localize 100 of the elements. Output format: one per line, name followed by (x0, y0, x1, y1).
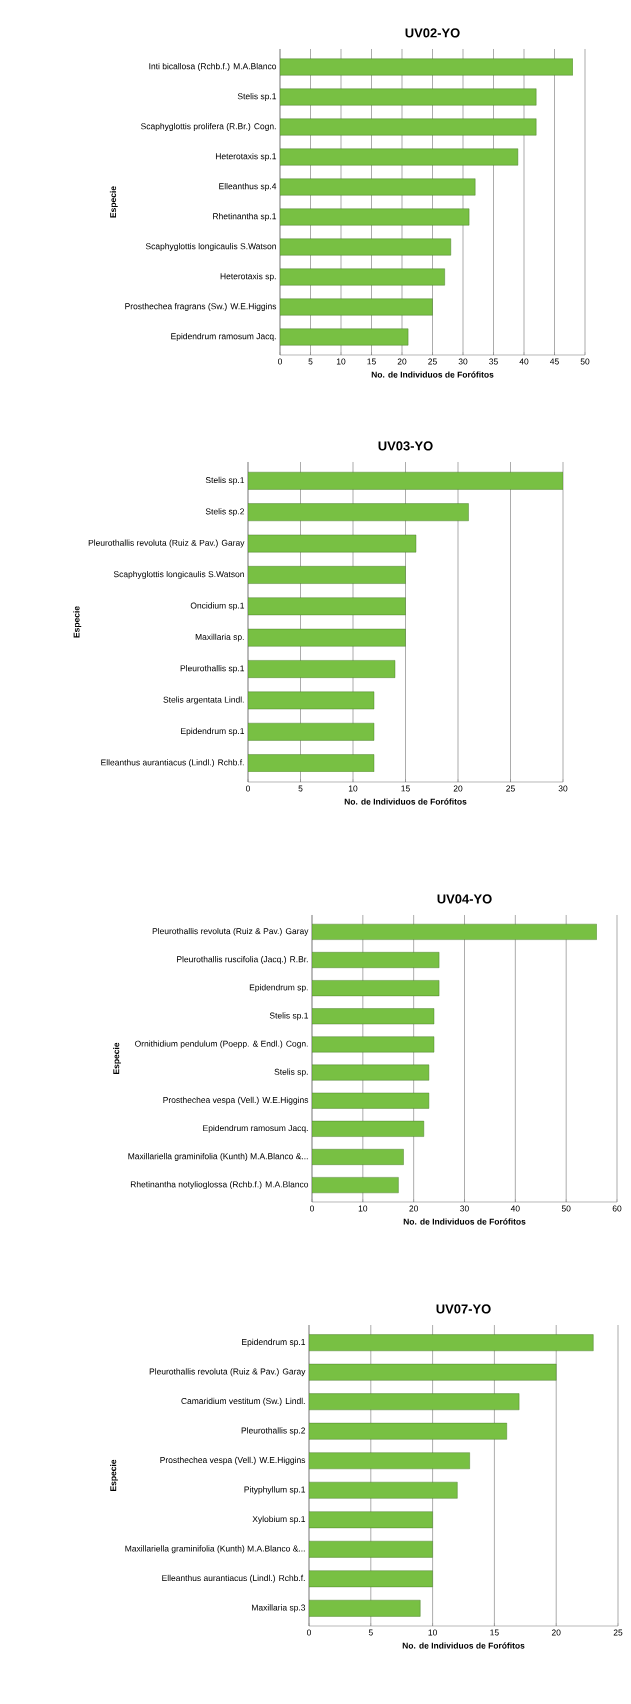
x-tick-label: 30 (460, 1205, 469, 1212)
x-tick-label: 5 (368, 1629, 373, 1636)
x-tick-label: 0 (277, 358, 283, 365)
bar (248, 471, 563, 490)
x-tick-label: 15 (490, 1629, 499, 1636)
bar (248, 722, 375, 741)
bar (309, 1363, 557, 1381)
chart-title: UV03-YO (378, 441, 433, 451)
x-tick-label: 30 (558, 785, 568, 792)
chart-title: UV07-YO (436, 1304, 491, 1314)
bar (312, 1036, 435, 1053)
bar (309, 1393, 520, 1411)
y-tick-label: Prosthechea vespa (Vell.) W.E.Higgins (160, 1456, 306, 1465)
bar (280, 118, 537, 136)
x-tick-label: 15 (367, 358, 376, 365)
y-tick-label: Epidendrum sp. (249, 984, 308, 993)
x-tick-label: 10 (348, 785, 358, 792)
y-tick-label: Epidendrum ramosum Jacq. (203, 1124, 308, 1133)
y-tick-label: Maxillariella graminifolia (Kunth) M.A.Blanco &... (125, 1545, 305, 1554)
x-tick-label: 25 (506, 785, 515, 792)
y-tick-label: Epidendrum ramosum Jacq. (171, 333, 276, 341)
x-tick-label: 10 (428, 1629, 437, 1636)
x-tick-label: 20 (397, 358, 407, 365)
x-tick-label: 45 (549, 358, 559, 365)
bar (248, 503, 469, 522)
bar (309, 1452, 470, 1470)
y-tick-label: Stelis sp. (274, 1068, 308, 1077)
bar (280, 238, 451, 256)
y-tick-label: Pityphyllum sp.1 (244, 1486, 306, 1495)
x-tick-label: 0 (309, 1205, 315, 1212)
y-axis-title: Especie (110, 1459, 118, 1491)
x-axis-title: No. de Individuos de Forófitos (402, 1642, 525, 1649)
y-tick-label: Epidendrum sp.1 (242, 1338, 306, 1347)
bar (280, 298, 433, 316)
x-tick-label: 20 (551, 1629, 561, 1636)
x-tick-label: 50 (580, 358, 590, 365)
y-tick-label: Stelis sp.1 (237, 93, 277, 101)
y-tick-label: Pleurothallis revoluta (Ruiz & Pav.) Garay (149, 1368, 306, 1377)
y-tick-label: Elleanthus sp.4 (219, 183, 277, 191)
y-axis-title: Especie (73, 606, 82, 638)
x-tick-label: 15 (401, 785, 410, 792)
bar (280, 88, 537, 106)
bar (280, 148, 519, 166)
y-tick-label: Prosthechea fragrans (Sw.) W.E.Higgins (125, 303, 277, 311)
bar (248, 534, 417, 553)
y-tick-label: Rhetinantha sp.1 (213, 213, 277, 221)
x-tick-label: 35 (489, 358, 498, 365)
bar (309, 1422, 507, 1440)
y-tick-label: Stelis sp.1 (205, 476, 245, 485)
x-tick-label: 50 (561, 1205, 571, 1212)
y-axis-title: Especie (109, 186, 118, 218)
y-tick-label: Prosthechea vespa (Vell.) W.E.Higgins (163, 1096, 309, 1105)
y-tick-label: Xylobium sp.1 (252, 1515, 306, 1524)
bar (248, 691, 375, 710)
x-tick-label: 0 (245, 785, 251, 792)
y-tick-label: Maxillaria sp.3 (252, 1604, 306, 1613)
y-tick-label: Maxillariella graminifolia (Kunth) M.A.Blanco &... (128, 1153, 308, 1161)
bar (309, 1570, 433, 1588)
y-tick-label: Heterotaxis sp. (220, 273, 276, 281)
x-axis-title: No. de Individuos de Forófitos (403, 1218, 526, 1225)
bar (280, 268, 445, 286)
chart-title: UV04-YO (437, 894, 492, 904)
x-axis-title: No. de Individuos de Forófitos (344, 798, 467, 805)
bar (312, 1064, 430, 1081)
y-tick-label: Heterotaxis sp.1 (215, 153, 277, 161)
y-tick-label: Inti bicallosa (Rchb.f.) M.A.Blanco (149, 63, 277, 71)
bar (309, 1481, 458, 1499)
x-tick-label: 20 (409, 1205, 419, 1212)
bar (280, 208, 470, 226)
x-tick-label: 25 (428, 358, 437, 365)
bar (309, 1599, 421, 1617)
y-tick-label: Stelis sp.2 (205, 508, 245, 517)
y-tick-label: Elleanthus aurantiacus (Lindl.) Rchb.f. (101, 759, 244, 768)
y-tick-label: Rhetinantha notylioglossa (Rchb.f.) M.A.Blanco (130, 1181, 309, 1190)
bar (248, 597, 406, 616)
y-tick-label: Ornithidium pendulum (Poepp. & Endl.) Cogn. (135, 1040, 308, 1049)
y-tick-label: Oncidium sp.1 (190, 602, 245, 611)
y-tick-label: Pleurothallis ruscifolia (Jacq.) R.Br. (177, 956, 308, 964)
y-tick-label: Scaphyglottis prolifera (R.Br.) Cogn. (141, 123, 276, 131)
y-tick-label: Scaphyglottis longicaulis S.Watson (145, 243, 276, 251)
bar (280, 178, 476, 196)
bar (309, 1511, 433, 1529)
x-tick-label: 20 (453, 785, 463, 792)
chart-title: UV02-YO (405, 28, 460, 38)
x-tick-label: 30 (458, 358, 468, 365)
y-tick-label: Stelis argentata Lindl. (163, 696, 244, 705)
y-tick-label: Camaridium vestitum (Sw.) Lindl. (181, 1397, 305, 1406)
y-tick-label: Epidendrum sp.1 (181, 727, 245, 736)
x-tick-label: 5 (298, 785, 303, 792)
bar (280, 58, 573, 76)
x-tick-label: 40 (510, 1205, 520, 1212)
x-tick-label: 60 (612, 1205, 622, 1212)
y-tick-label: Pleurothallis sp.2 (241, 1427, 306, 1436)
x-tick-label: 5 (308, 358, 313, 365)
y-tick-label: Scaphyglottis longicaulis S.Watson (113, 570, 244, 579)
y-tick-label: Pleurothallis sp.1 (180, 665, 245, 673)
x-tick-label: 10 (336, 358, 346, 365)
bar (248, 566, 406, 584)
y-tick-label: Pleurothallis revoluta (Ruiz & Pav.) Garay (88, 539, 245, 548)
y-tick-label: Stelis sp.1 (269, 1012, 309, 1021)
